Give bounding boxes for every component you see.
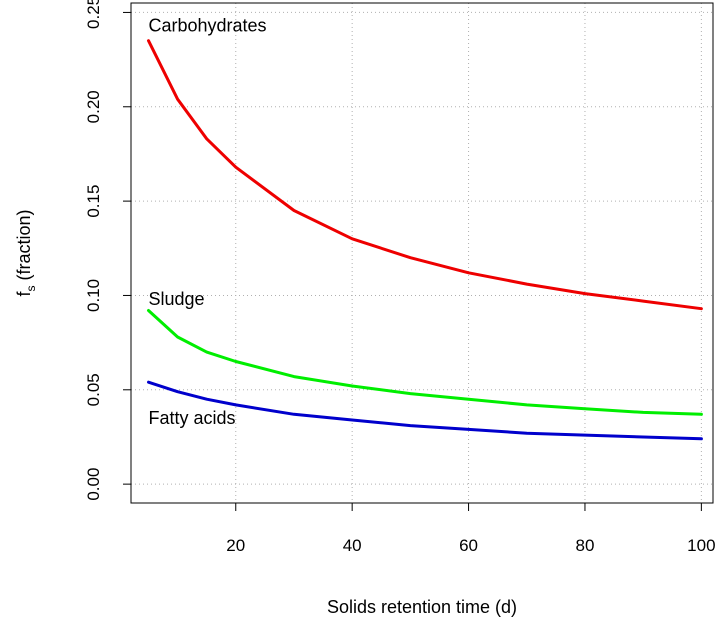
- series-labels: Carbohydrates Sludge Fatty acids: [148, 15, 266, 427]
- y-axis-title-rest: (fraction): [14, 209, 34, 285]
- x-tick-label: 40: [343, 536, 362, 555]
- y-tick-label: 0.20: [84, 90, 103, 123]
- x-tick-label: 20: [226, 536, 245, 555]
- axes: 20 40 60 80 100 0.00 0.05 0.10 0.15 0.20 0.25: [84, 0, 716, 555]
- y-tick-label: 0.10: [84, 279, 103, 312]
- y-axis-title: fs (fraction): [14, 209, 38, 296]
- series-label-fatty-acids: Fatty acids: [148, 408, 235, 428]
- x-tick-label: 80: [575, 536, 594, 555]
- y-axis-title-main: f: [14, 291, 34, 297]
- x-axis-title: Solids retention time (d): [327, 597, 517, 617]
- y-tick-label: 0.05: [84, 373, 103, 406]
- x-tick-label: 60: [459, 536, 478, 555]
- y-tick-label: 0.00: [84, 468, 103, 501]
- x-tick-label: 100: [687, 536, 715, 555]
- series-line-sludge: [147, 309, 703, 416]
- plot-frame: [130, 2, 714, 504]
- y-tick-label: 0.15: [84, 185, 103, 218]
- series-line-carbohydrates: [147, 39, 703, 311]
- y-axis-title-sub: s: [24, 286, 38, 292]
- y-tick-label: 0.25: [84, 0, 103, 29]
- grid: [131, 3, 713, 503]
- series-label-carbohydrates: Carbohydrates: [148, 15, 266, 35]
- series-label-sludge: Sludge: [148, 289, 204, 309]
- series-line-fatty-acids: [147, 380, 703, 441]
- series-layer: [147, 39, 703, 441]
